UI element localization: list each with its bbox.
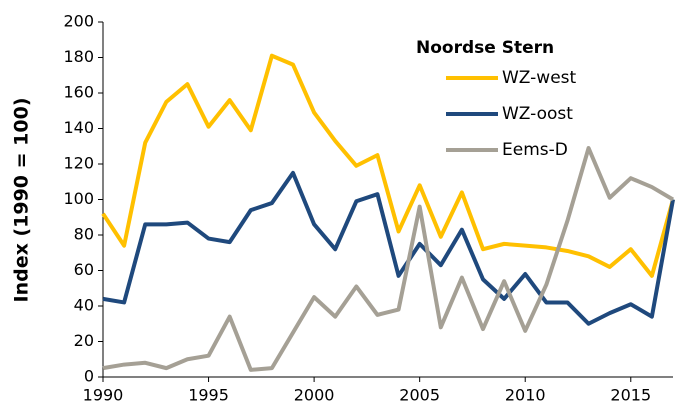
y-tick-label: 200 (63, 12, 94, 31)
y-tick-label: 40 (74, 296, 94, 315)
y-tick-label: 120 (63, 154, 94, 173)
series-line (102, 170, 675, 326)
y-tick-label: 140 (63, 118, 94, 137)
y-tick-label: 20 (74, 331, 94, 350)
y-tick-label: 180 (63, 47, 94, 66)
y-tick-label: 60 (74, 260, 94, 279)
y-tick-label: 100 (63, 189, 94, 208)
x-tick-label: 2015 (610, 386, 651, 405)
y-tick-label: 160 (63, 83, 94, 102)
x-tick-label: 2010 (505, 386, 546, 405)
x-tick-label: 1995 (188, 386, 229, 405)
x-tick-label: 1990 (83, 386, 124, 405)
legend-label: WZ-oost (502, 104, 573, 124)
y-tick-label: 0 (84, 367, 94, 386)
legend-title: Noordse Stern (416, 38, 554, 58)
x-tick-label: 2005 (399, 386, 440, 405)
y-axis-label: Index (1990 = 100) (11, 97, 33, 302)
x-tick-label: 2000 (294, 386, 335, 405)
legend-label: WZ-west (502, 68, 577, 88)
series-line (101, 53, 675, 278)
legend-label: Eems-D (502, 140, 568, 160)
y-tick-label: 80 (74, 225, 94, 244)
series-line (102, 146, 675, 372)
